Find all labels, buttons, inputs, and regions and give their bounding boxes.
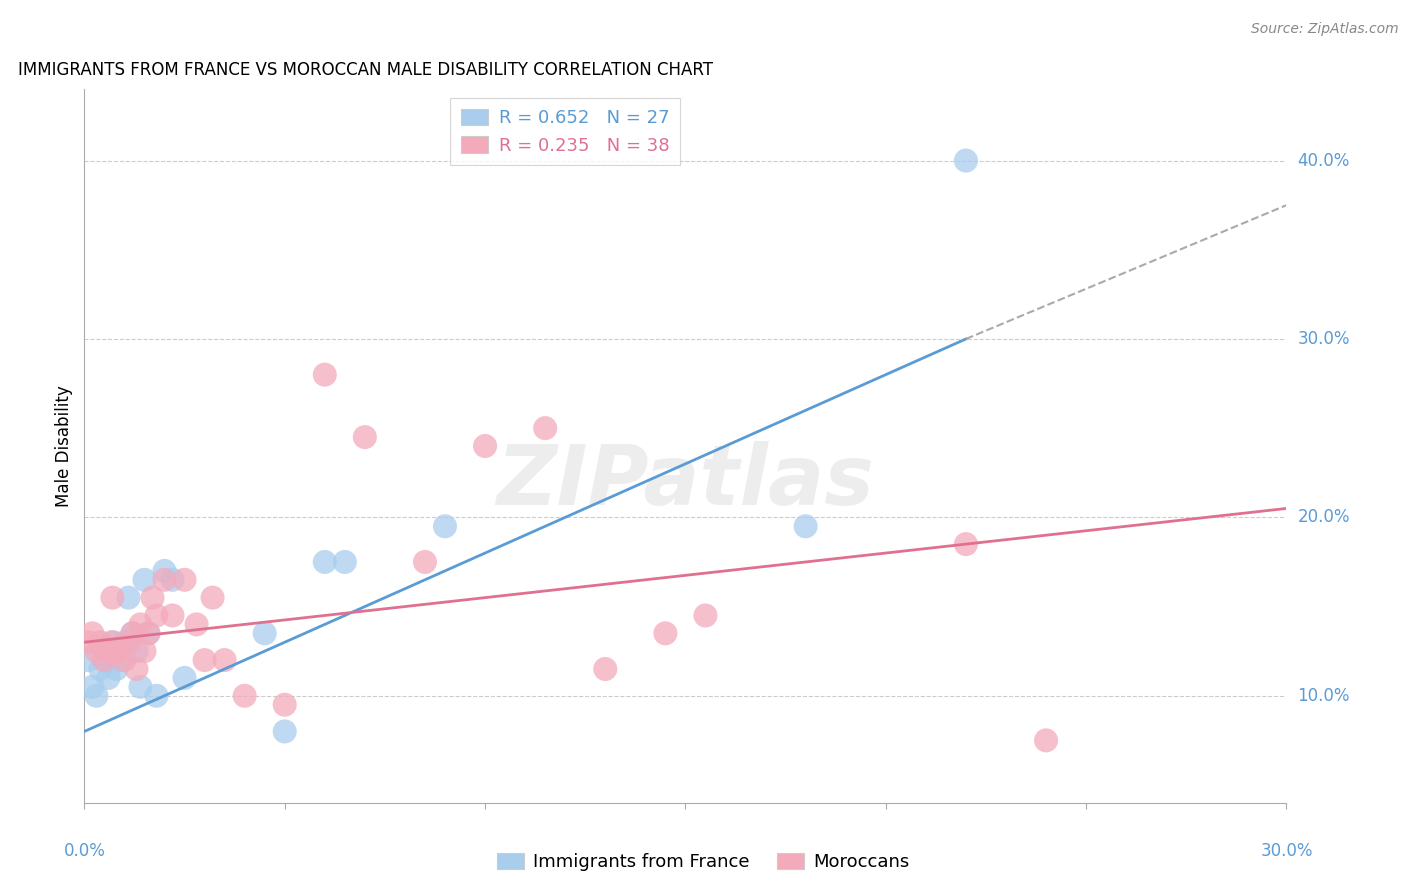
Point — [134, 573, 156, 587]
Point — [153, 573, 176, 587]
Point — [129, 617, 152, 632]
Point — [134, 644, 156, 658]
Point — [82, 626, 104, 640]
Point — [534, 421, 557, 435]
Point — [274, 724, 297, 739]
Legend: R = 0.652   N = 27, R = 0.235   N = 38: R = 0.652 N = 27, R = 0.235 N = 38 — [450, 98, 681, 165]
Point — [86, 689, 108, 703]
Point — [138, 626, 160, 640]
Point — [162, 573, 184, 587]
Point — [110, 644, 132, 658]
Point — [93, 653, 115, 667]
Point — [121, 626, 143, 640]
Point — [93, 653, 115, 667]
Point — [138, 626, 160, 640]
Point — [145, 689, 167, 703]
Text: IMMIGRANTS FROM FRANCE VS MOROCCAN MALE DISABILITY CORRELATION CHART: IMMIGRANTS FROM FRANCE VS MOROCCAN MALE … — [18, 62, 713, 79]
Point — [101, 591, 124, 605]
Point — [121, 626, 143, 640]
Point — [162, 608, 184, 623]
Point — [201, 591, 224, 605]
Point — [955, 153, 977, 168]
Point — [97, 671, 120, 685]
Point — [82, 680, 104, 694]
Text: Source: ZipAtlas.com: Source: ZipAtlas.com — [1251, 22, 1399, 37]
Point — [125, 644, 148, 658]
Text: 30.0%: 30.0% — [1260, 842, 1313, 860]
Point — [101, 635, 124, 649]
Point — [695, 608, 717, 623]
Point — [474, 439, 496, 453]
Point — [595, 662, 617, 676]
Text: 30.0%: 30.0% — [1298, 330, 1350, 348]
Point — [194, 653, 217, 667]
Point — [173, 573, 195, 587]
Text: 40.0%: 40.0% — [1298, 152, 1350, 169]
Point — [117, 591, 139, 605]
Y-axis label: Male Disability: Male Disability — [55, 385, 73, 507]
Text: 0.0%: 0.0% — [63, 842, 105, 860]
Text: ZIPatlas: ZIPatlas — [496, 442, 875, 522]
Point — [214, 653, 236, 667]
Point — [354, 430, 377, 444]
Point — [89, 662, 111, 676]
Point — [654, 626, 676, 640]
Point — [413, 555, 436, 569]
Point — [105, 662, 128, 676]
Point — [86, 644, 108, 658]
Point — [253, 626, 276, 640]
Point — [110, 653, 132, 667]
Point — [314, 368, 336, 382]
Point — [434, 519, 457, 533]
Point — [233, 689, 256, 703]
Point — [89, 635, 111, 649]
Legend: Immigrants from France, Moroccans: Immigrants from France, Moroccans — [489, 846, 917, 879]
Point — [153, 564, 176, 578]
Point — [105, 644, 128, 658]
Point — [314, 555, 336, 569]
Point — [145, 608, 167, 623]
Point — [101, 635, 124, 649]
Point — [129, 680, 152, 694]
Point — [77, 635, 100, 649]
Point — [125, 662, 148, 676]
Point — [173, 671, 195, 685]
Point — [141, 591, 163, 605]
Point — [114, 653, 135, 667]
Point — [77, 653, 100, 667]
Point — [1035, 733, 1057, 747]
Point — [117, 635, 139, 649]
Point — [114, 635, 135, 649]
Point — [97, 644, 120, 658]
Point — [955, 537, 977, 551]
Point — [333, 555, 356, 569]
Point — [274, 698, 297, 712]
Text: 10.0%: 10.0% — [1298, 687, 1350, 705]
Point — [186, 617, 208, 632]
Text: 20.0%: 20.0% — [1298, 508, 1350, 526]
Point — [794, 519, 817, 533]
